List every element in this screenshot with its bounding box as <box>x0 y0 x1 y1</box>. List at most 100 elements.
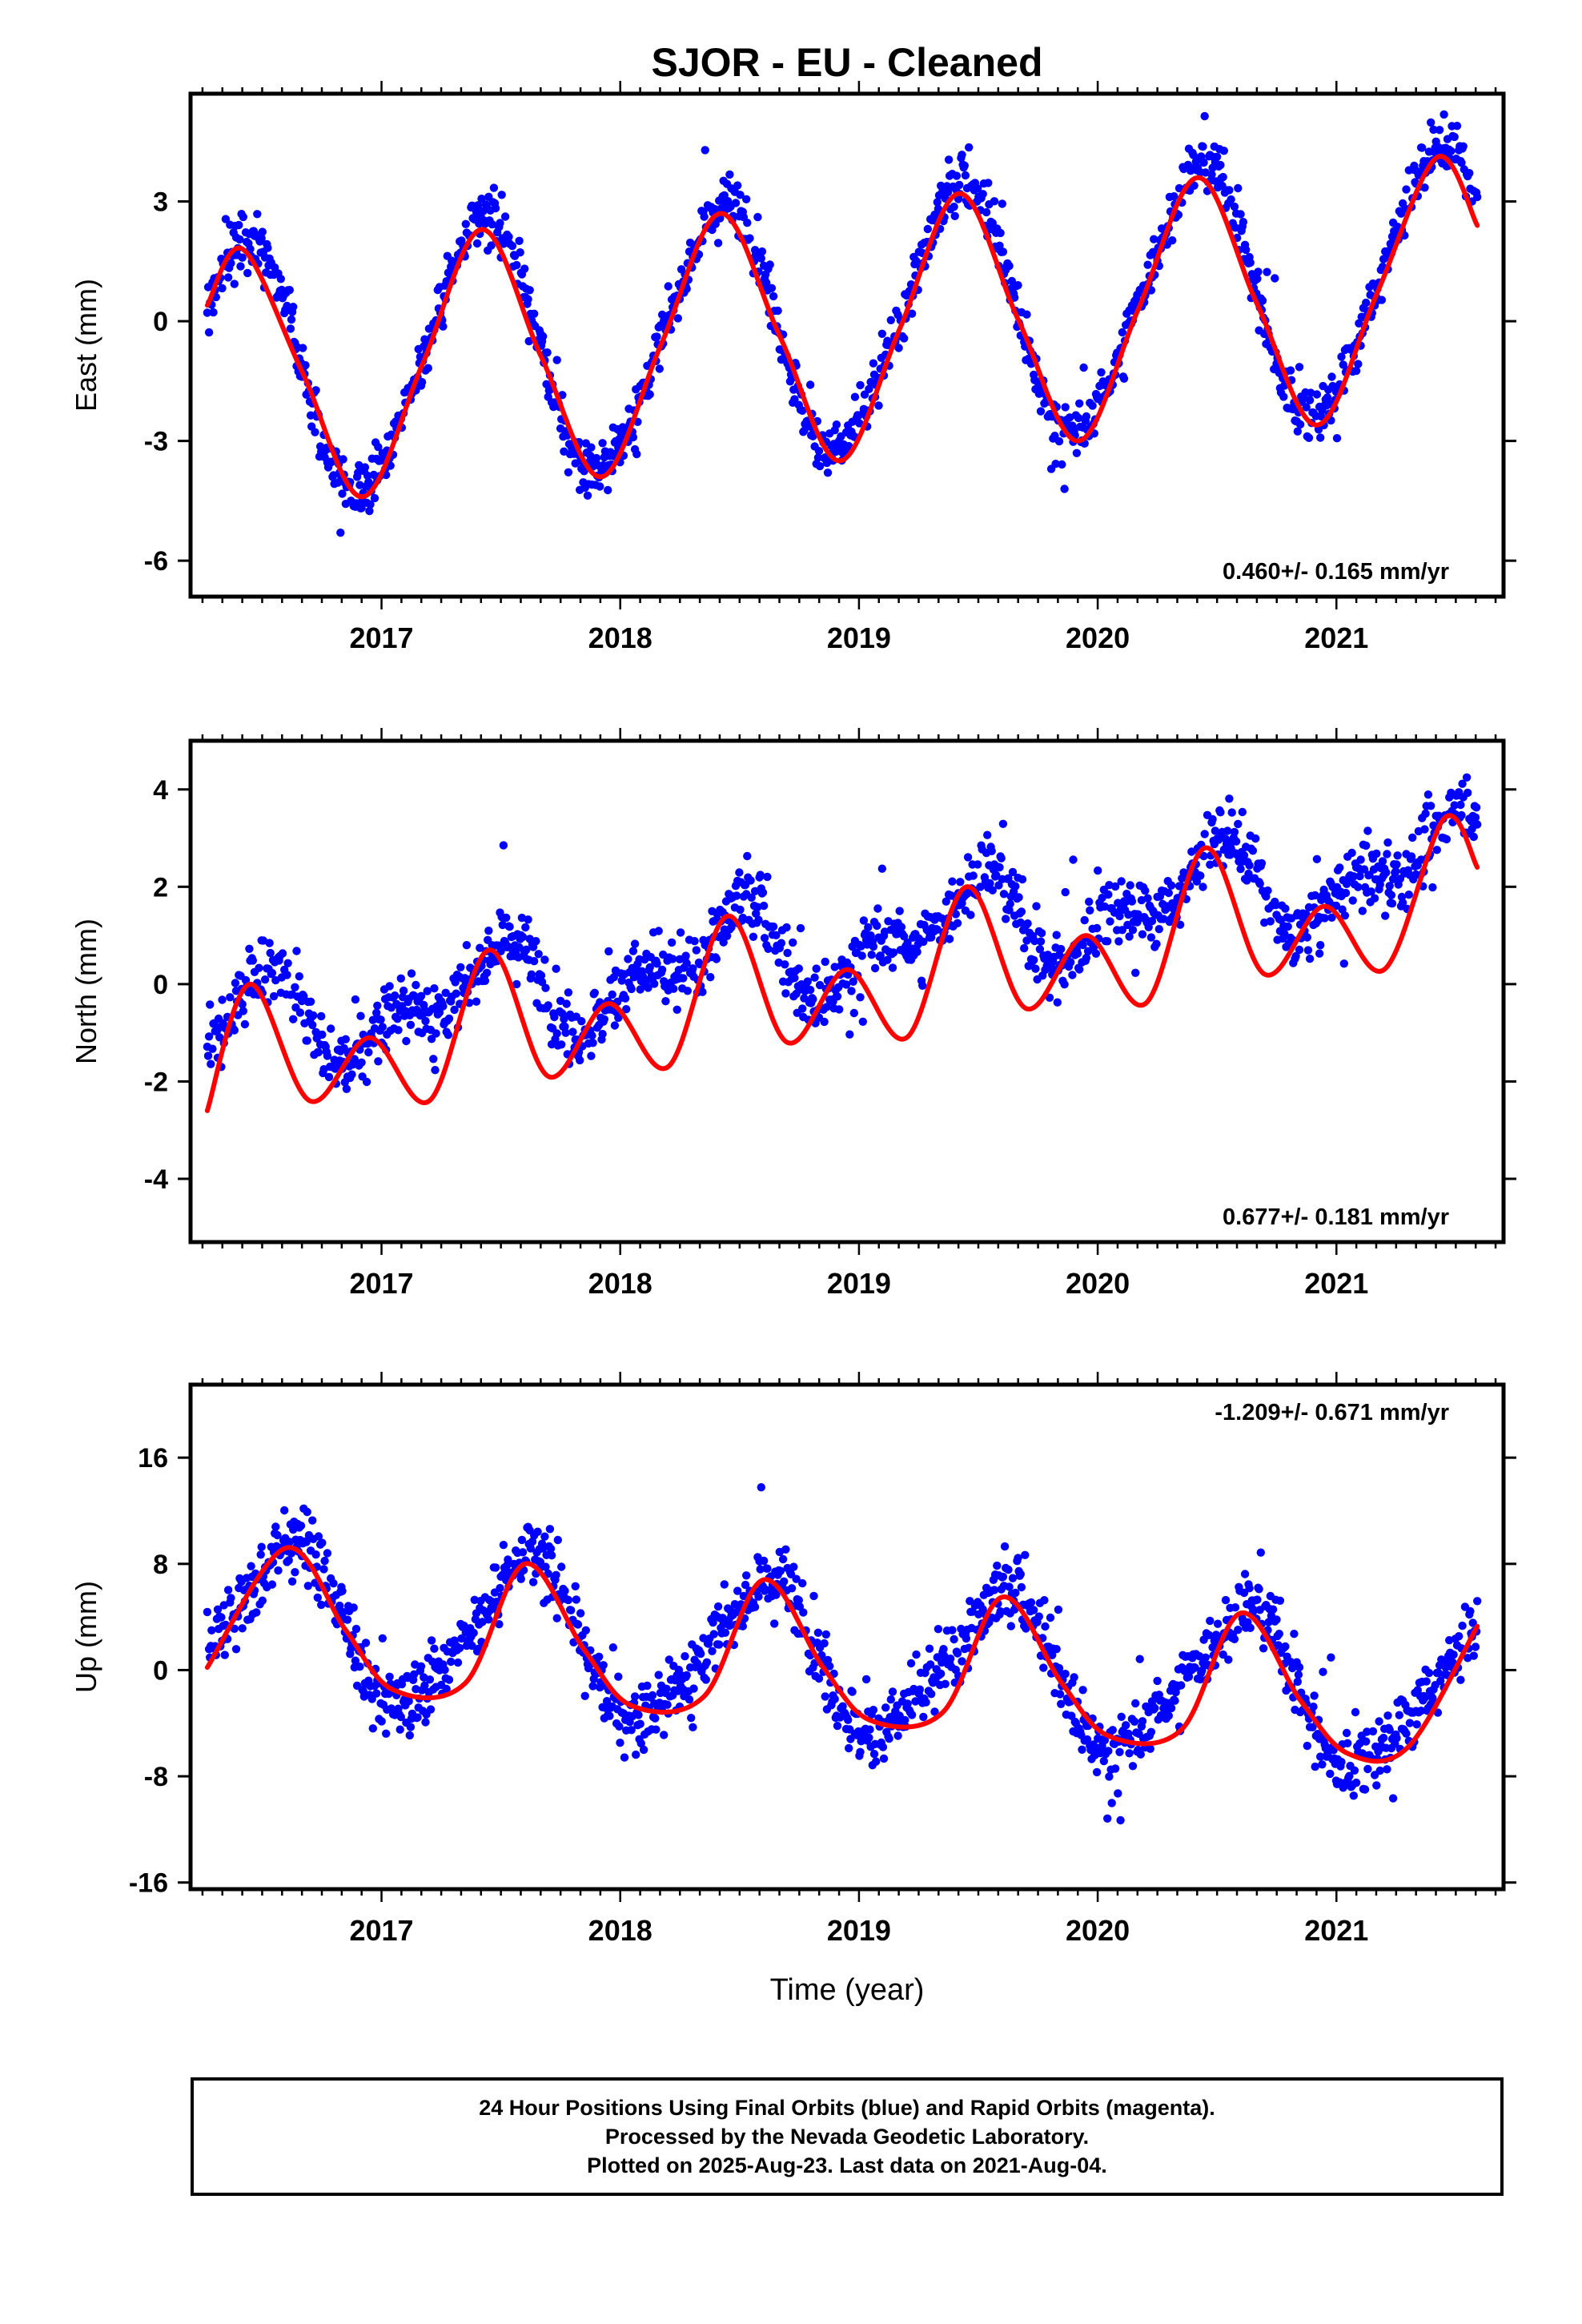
data-point <box>1441 1663 1451 1672</box>
data-point <box>999 890 1009 899</box>
data-point <box>1379 1733 1388 1743</box>
data-point <box>620 1753 629 1762</box>
data-point <box>736 905 745 915</box>
data-point <box>848 1687 857 1696</box>
data-point <box>1110 1764 1120 1773</box>
data-point <box>208 1044 217 1053</box>
data-point <box>394 1026 403 1035</box>
x-tick-label: 2017 <box>349 1914 413 1947</box>
data-point <box>1316 433 1325 442</box>
data-point <box>1107 1799 1116 1807</box>
data-point <box>1022 1624 1030 1633</box>
data-point <box>1017 907 1026 916</box>
data-point <box>482 968 492 978</box>
data-point <box>946 1655 955 1663</box>
data-point <box>474 201 483 210</box>
data-point <box>1257 858 1267 868</box>
data-point <box>439 1002 448 1011</box>
data-point <box>544 1001 552 1010</box>
data-point <box>1230 202 1239 211</box>
data-point <box>1305 396 1315 404</box>
data-point <box>1377 296 1387 304</box>
data-point <box>701 1675 710 1684</box>
data-point <box>258 1596 267 1605</box>
data-point <box>1320 914 1329 923</box>
data-point <box>982 207 991 217</box>
data-point <box>505 923 514 931</box>
data-point <box>715 1640 724 1649</box>
data-point <box>223 273 233 282</box>
data-point <box>698 987 707 996</box>
data-point <box>1199 851 1208 861</box>
data-point <box>1136 1750 1146 1759</box>
data-point <box>587 1051 596 1060</box>
data-point <box>750 1602 760 1611</box>
data-point <box>701 146 709 155</box>
data-point <box>588 1039 597 1047</box>
data-point <box>682 959 691 968</box>
data-point <box>1184 1672 1194 1681</box>
data-point <box>1457 810 1466 820</box>
data-point <box>452 989 460 998</box>
data-point <box>1048 1651 1057 1659</box>
data-point <box>1435 126 1444 135</box>
data-point <box>213 1605 223 1614</box>
data-point <box>1398 899 1407 907</box>
data-point <box>844 1715 853 1724</box>
data-point <box>1082 412 1091 421</box>
data-point <box>813 453 823 462</box>
data-point <box>571 1582 580 1591</box>
data-point <box>599 1661 608 1670</box>
data-point <box>255 963 263 972</box>
data-point <box>1196 1675 1205 1684</box>
data-point <box>1100 1735 1110 1745</box>
data-point <box>324 1072 334 1082</box>
data-point <box>552 1614 561 1622</box>
data-point <box>218 995 227 1004</box>
data-point <box>1051 460 1060 468</box>
data-point <box>1293 427 1303 436</box>
data-point <box>1405 1719 1415 1727</box>
data-point <box>223 1586 233 1594</box>
data-point <box>901 1715 909 1725</box>
data-point <box>533 1527 542 1536</box>
data-point <box>1404 891 1414 899</box>
data-point <box>1459 142 1468 151</box>
data-point <box>663 1700 672 1709</box>
data-point <box>285 286 294 295</box>
data-point <box>683 987 692 995</box>
data-point <box>1286 366 1295 375</box>
data-point <box>1011 882 1020 891</box>
data-point <box>990 197 999 206</box>
data-point <box>685 1695 694 1704</box>
data-point <box>1243 876 1251 885</box>
data-point <box>783 948 792 958</box>
data-point <box>1104 890 1113 899</box>
data-point <box>235 235 244 244</box>
data-point <box>203 1607 212 1617</box>
data-point <box>644 983 652 992</box>
data-point <box>364 1047 373 1057</box>
data-point <box>456 1643 464 1653</box>
data-point <box>796 923 805 933</box>
data-point <box>1258 296 1267 305</box>
data-point <box>1351 366 1361 376</box>
data-point <box>942 182 952 191</box>
data-point <box>687 1714 696 1723</box>
data-point <box>709 1630 718 1638</box>
y-tick-label: -6 <box>144 546 168 577</box>
data-point <box>994 881 1003 890</box>
data-point <box>849 977 857 987</box>
data-point <box>849 1008 859 1018</box>
data-point <box>1005 906 1014 915</box>
data-point <box>356 1011 365 1020</box>
data-point <box>496 1583 504 1593</box>
rate-label: 0.460+/- 0.165 mm/yr <box>1223 559 1449 585</box>
data-point <box>643 1681 652 1691</box>
data-point <box>798 1004 807 1013</box>
data-point <box>1011 1588 1020 1598</box>
data-point <box>1436 1676 1445 1686</box>
data-point <box>1036 407 1046 416</box>
data-point <box>207 1626 216 1635</box>
data-point <box>1259 1644 1268 1653</box>
